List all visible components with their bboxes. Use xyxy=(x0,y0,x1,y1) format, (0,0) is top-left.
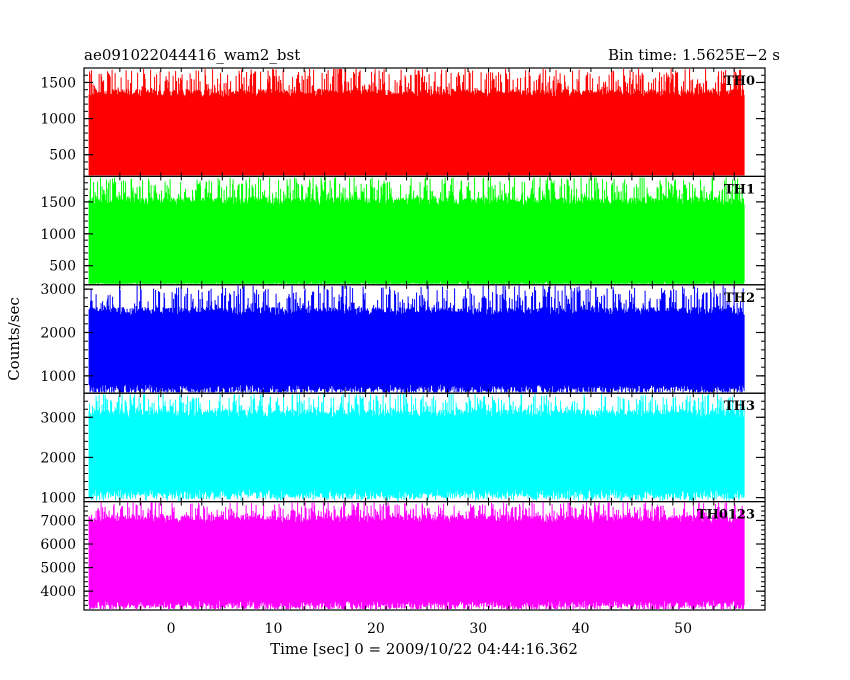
panels-group: 500 1000 1500 TH0 500 1000 1500 TH1 1000 2000 3000… xyxy=(40,67,766,611)
y-tick-label: 1000 xyxy=(40,369,76,385)
y-tick-label: 500 xyxy=(49,259,76,275)
panel-th0123: 4000 5000 6000 7000 TH0123 xyxy=(40,501,766,611)
panel-label-th1: TH1 xyxy=(724,182,755,197)
y-tick-label: 5000 xyxy=(40,561,76,577)
x-axis: 0 10 20 30 40 50 xyxy=(167,621,692,637)
y-tick-label: 6000 xyxy=(40,537,76,553)
y-tick-label: 3000 xyxy=(40,282,76,298)
series-th2 xyxy=(88,285,745,393)
y-tick-label: 3000 xyxy=(40,410,76,426)
y-tick-label: 4000 xyxy=(40,584,76,600)
panel-label-th0123: TH0123 xyxy=(697,508,755,523)
y-tick-label: 1000 xyxy=(40,112,76,128)
y-tick-label: 2000 xyxy=(40,450,76,466)
y-axis-label: Counts/sec xyxy=(5,297,23,381)
bin-time-label: Bin time: 1.5625E−2 s xyxy=(608,46,780,64)
x-tick-label: 50 xyxy=(674,621,692,637)
y-tick-label: 1000 xyxy=(40,491,76,507)
panel-label-th2: TH2 xyxy=(724,291,755,306)
y-tick-label: 1000 xyxy=(40,227,76,243)
series-th3 xyxy=(88,394,745,501)
series-th1 xyxy=(88,177,745,284)
panel-th3: 1000 2000 3000 TH3 xyxy=(40,392,766,507)
y-tick-label: 2000 xyxy=(40,325,76,341)
x-tick-label: 0 xyxy=(167,621,176,637)
x-axis-label: Time [sec] 0 = 2009/10/22 04:44:16.362 xyxy=(270,640,578,658)
series-th0 xyxy=(88,69,745,176)
x-tick-label: 40 xyxy=(572,621,590,637)
x-tick-label: 30 xyxy=(469,621,487,637)
y-tick-label: 1500 xyxy=(40,75,76,91)
x-tick-label: 20 xyxy=(367,621,385,637)
panel-th2: 1000 2000 3000 TH2 xyxy=(40,282,766,394)
panel-frame xyxy=(83,501,766,611)
x-tick-label: 10 xyxy=(265,621,283,637)
y-tick-label: 1500 xyxy=(40,195,76,211)
panel-label-th0: TH0 xyxy=(724,74,755,89)
chart-title: ae091022044416_wam2_bst xyxy=(84,46,300,64)
series-th0123 xyxy=(88,502,745,609)
panel-th0: 500 1000 1500 TH0 xyxy=(40,67,766,178)
panel-th1: 500 1000 1500 TH1 xyxy=(40,175,766,286)
y-tick-label: 500 xyxy=(49,148,76,164)
y-tick-label: 7000 xyxy=(40,513,76,529)
panel-label-th3: TH3 xyxy=(724,399,755,414)
